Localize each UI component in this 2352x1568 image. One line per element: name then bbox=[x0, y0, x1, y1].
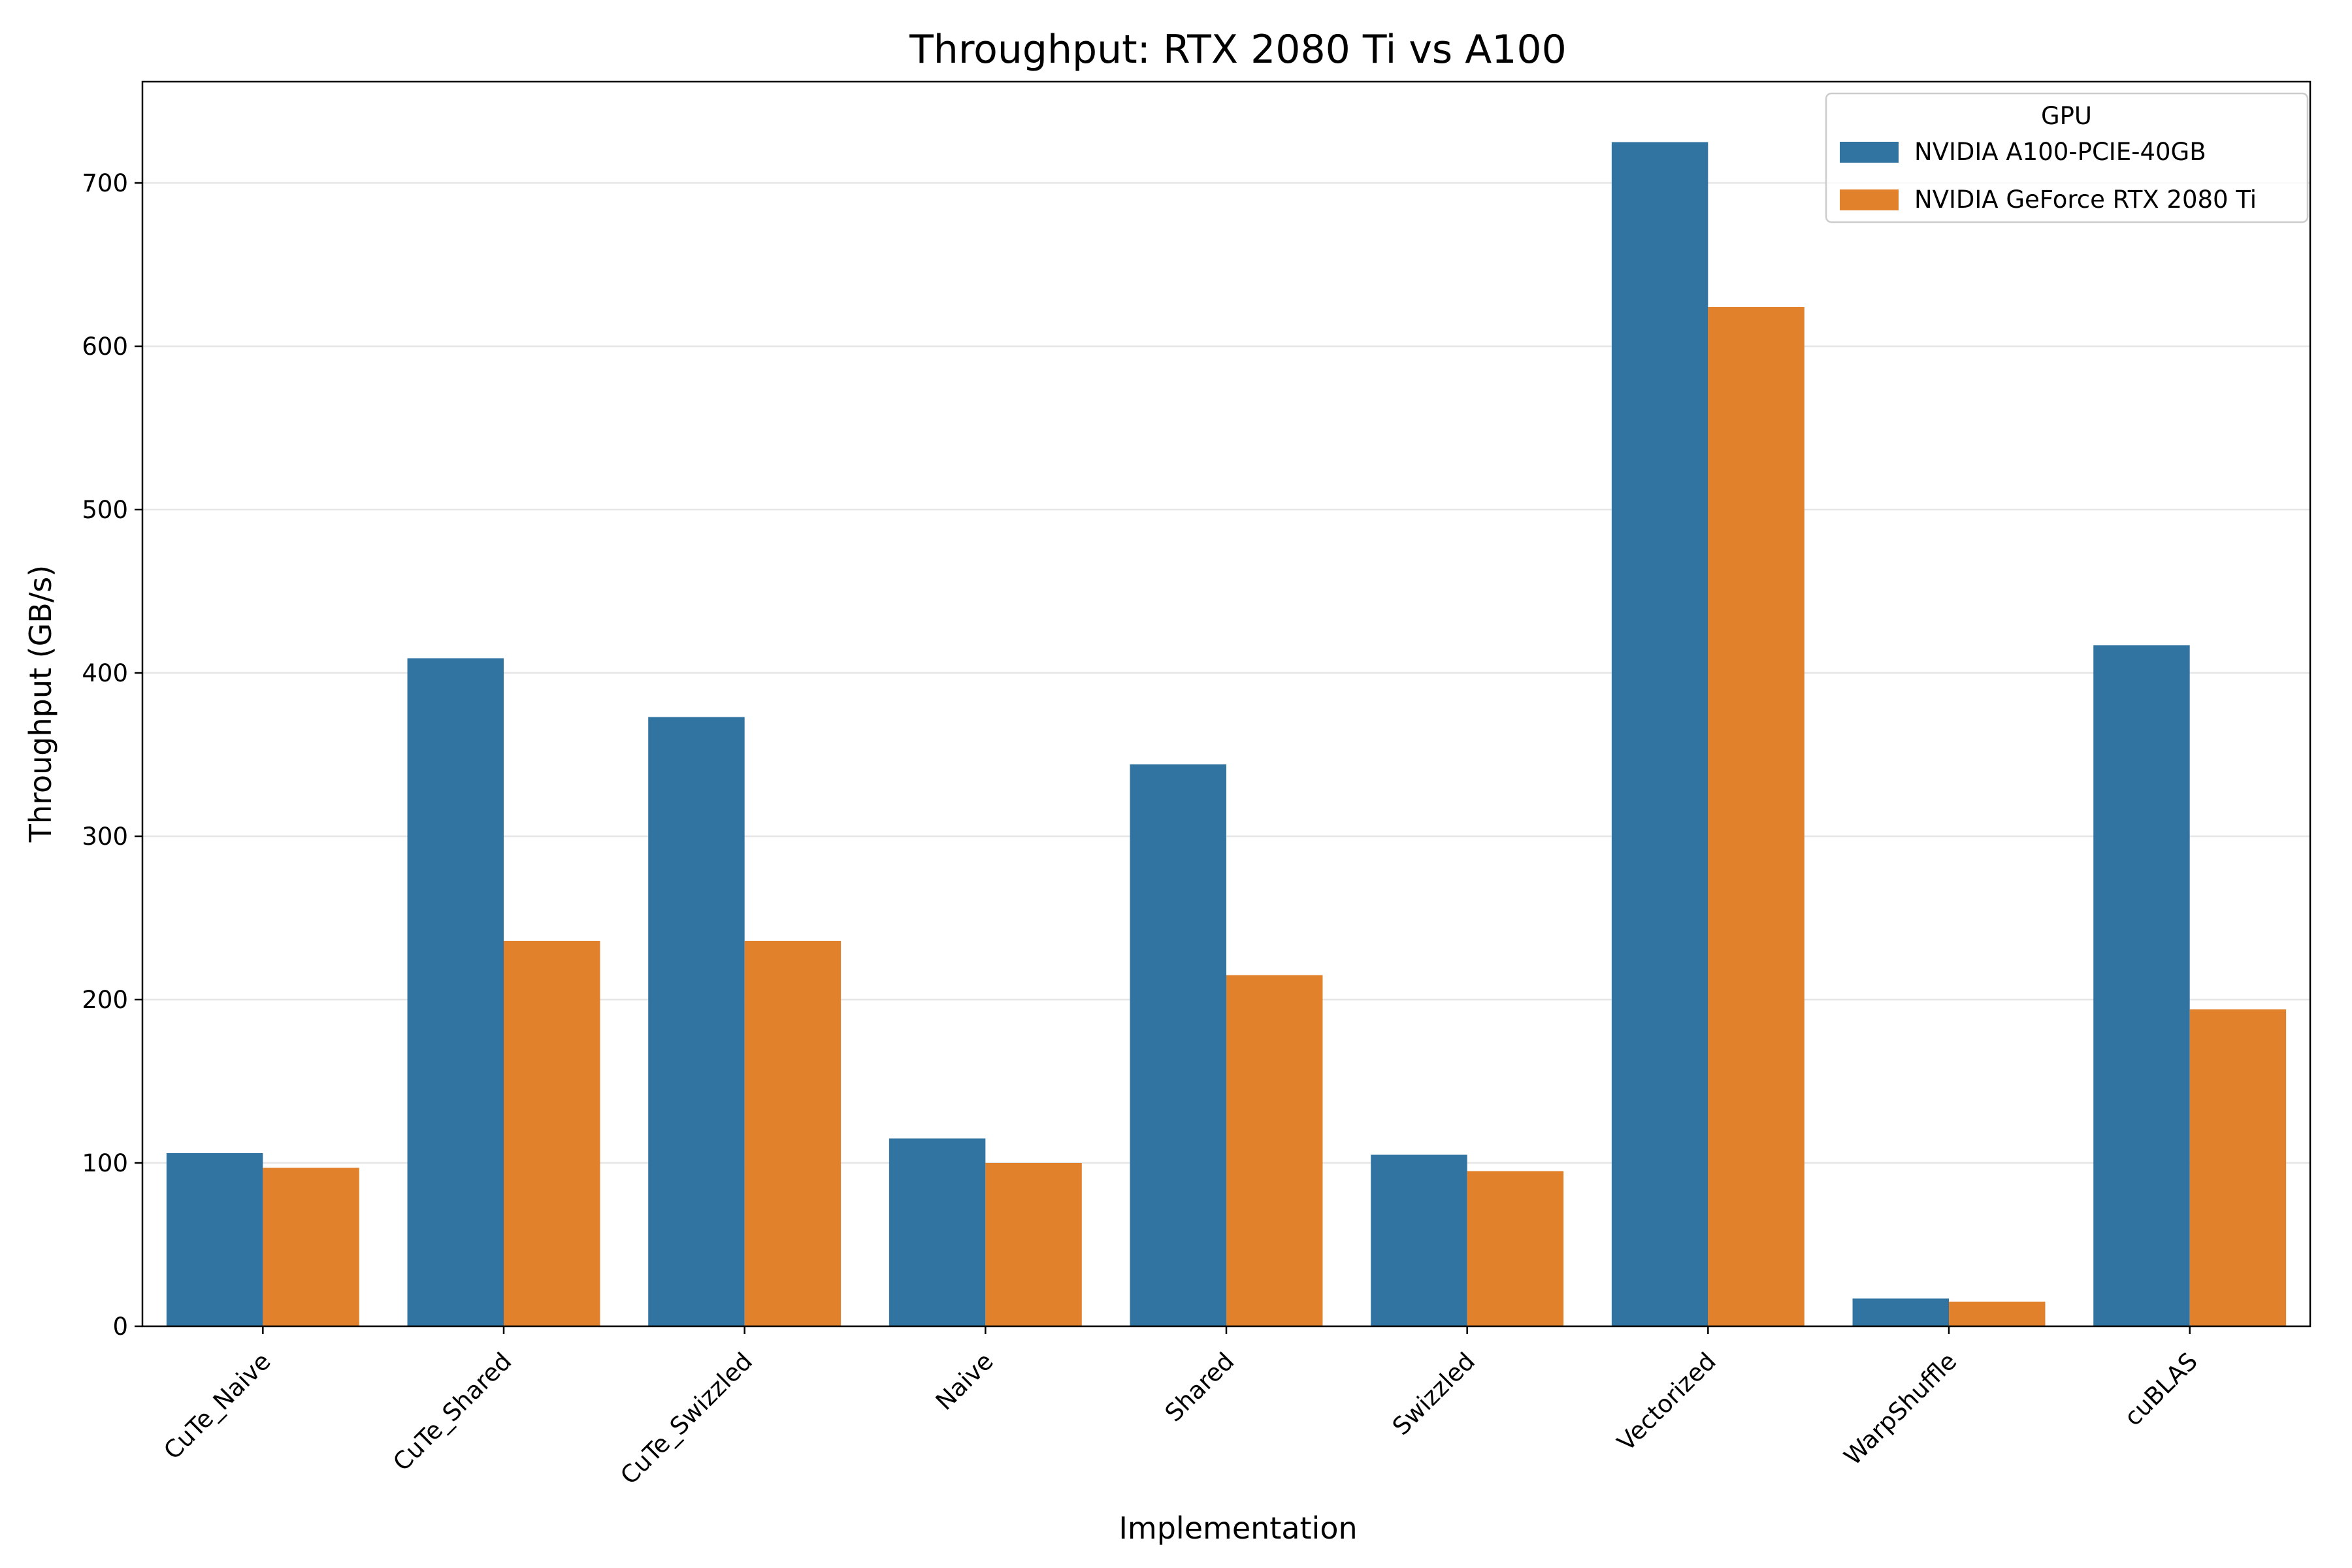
bars bbox=[166, 142, 2287, 1326]
x-tick-label: Naive bbox=[930, 1347, 999, 1416]
x-tick-label: WarpShuffle bbox=[1838, 1347, 1962, 1471]
legend-swatch bbox=[1840, 189, 1899, 210]
x-tick-label: CuTe_Swizzled bbox=[615, 1347, 758, 1490]
y-tick-label: 0 bbox=[112, 1313, 128, 1341]
y-tick-label: 500 bbox=[82, 496, 128, 524]
bar-warpshuffle-series-1 bbox=[1949, 1301, 2046, 1326]
y-axis: 0 100 200 300 400 500 600 700 bbox=[82, 169, 142, 1341]
bar-vectorized-series-1 bbox=[1708, 307, 1805, 1326]
bar-naive-series-1 bbox=[985, 1163, 1082, 1326]
bar-cublas-series-1 bbox=[2189, 1009, 2287, 1326]
bar-cublas-series-0 bbox=[2093, 645, 2190, 1326]
bar-naive-series-0 bbox=[889, 1138, 986, 1326]
x-tick-label: Vectorized bbox=[1612, 1347, 1721, 1456]
legend-frame bbox=[1825, 92, 2309, 223]
legend-label: NVIDIA A100-PCIE-40GB bbox=[1914, 138, 2206, 166]
legend-swatch bbox=[1840, 142, 1899, 163]
bar-shared-series-1 bbox=[1226, 975, 1323, 1326]
bar-cute-swizzled-series-0 bbox=[648, 717, 745, 1326]
y-tick-label: 200 bbox=[82, 986, 128, 1014]
y-tick-label: 600 bbox=[82, 333, 128, 361]
x-tick-label: CuTe_Shared bbox=[387, 1347, 517, 1477]
x-tick-label: CuTe_Naive bbox=[158, 1347, 276, 1465]
x-axis-label: Implementation bbox=[1119, 1511, 1357, 1546]
y-tick-label: 700 bbox=[82, 169, 128, 197]
x-tick-label: Shared bbox=[1160, 1347, 1240, 1428]
bar-vectorized-series-0 bbox=[1611, 142, 1708, 1326]
bar-cute-naive-series-1 bbox=[263, 1168, 359, 1326]
x-tick-label: Swizzled bbox=[1387, 1347, 1480, 1441]
chart-title: Throughput: RTX 2080 Ti vs A100 bbox=[909, 27, 1567, 73]
bar-warpshuffle-series-0 bbox=[1852, 1298, 1949, 1326]
y-tick-label: 300 bbox=[82, 823, 128, 851]
bar-swizzled-series-0 bbox=[1371, 1154, 1467, 1326]
bar-cute-naive-series-0 bbox=[166, 1153, 263, 1326]
y-tick-label: 400 bbox=[82, 659, 128, 687]
bar-cute-shared-series-0 bbox=[407, 658, 504, 1326]
bar-cute-swizzled-series-1 bbox=[744, 941, 841, 1326]
bar-shared-series-0 bbox=[1130, 764, 1226, 1326]
x-axis: CuTe_Naive CuTe_Shared CuTe_Swizzled Naive S… bbox=[158, 1326, 2203, 1490]
legend-label: NVIDIA GeForce RTX 2080 Ti bbox=[1914, 186, 2257, 214]
bar-cute-shared-series-1 bbox=[504, 941, 600, 1326]
x-tick-label: cuBLAS bbox=[2119, 1347, 2203, 1431]
bar-swizzled-series-1 bbox=[1467, 1171, 1564, 1326]
y-axis-label: Throughput (GB/s) bbox=[23, 565, 58, 843]
legend: GPU NVIDIA A100-PCIE-40GB NVIDIA GeForce … bbox=[1825, 92, 2309, 223]
legend-title: GPU bbox=[2041, 102, 2092, 130]
y-tick-label: 100 bbox=[82, 1149, 128, 1177]
